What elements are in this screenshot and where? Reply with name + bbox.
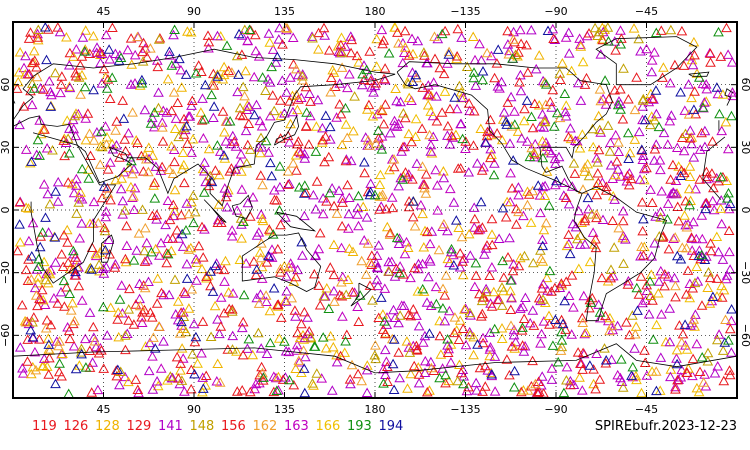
lat-label-right: 60 <box>739 78 750 92</box>
lon-label-bottom: −90 <box>544 403 567 416</box>
lon-label-top: −45 <box>635 5 658 18</box>
legend-entry: 148 <box>190 419 215 434</box>
lat-label-right: 30 <box>739 140 750 154</box>
lat-label-right: −30 <box>739 261 750 284</box>
coastline <box>396 61 613 194</box>
lon-label-top: 180 <box>365 5 386 18</box>
lon-label-bottom: 135 <box>274 403 295 416</box>
lat-label-right: −60 <box>739 324 750 347</box>
observation-markers <box>11 21 739 398</box>
observation-triangle-set <box>20 22 731 395</box>
coastline <box>276 211 317 232</box>
coastline <box>101 234 115 263</box>
coastline <box>688 71 710 77</box>
coastline <box>12 48 396 207</box>
legend-entry: 126 <box>64 419 89 434</box>
coastline <box>573 186 668 322</box>
lon-label-top: 45 <box>97 5 111 18</box>
legend-entry: 163 <box>284 419 309 434</box>
legend-entry: 193 <box>347 419 372 434</box>
coastline <box>702 136 726 179</box>
legend-entry: 162 <box>253 419 278 434</box>
coastline <box>241 232 322 292</box>
coastline <box>595 36 698 86</box>
legend-entry: 194 <box>379 419 404 434</box>
coastline <box>274 114 300 146</box>
lon-label-top: 90 <box>187 5 201 18</box>
coastline <box>30 132 117 284</box>
coastline <box>12 343 738 374</box>
legend-entry: 166 <box>316 419 341 434</box>
lon-label-bottom: 180 <box>365 403 386 416</box>
lon-label-bottom: −135 <box>450 403 480 416</box>
legend-entry: 129 <box>127 419 152 434</box>
coastline <box>203 199 227 223</box>
coastline <box>724 88 734 106</box>
lon-label-top: −90 <box>544 5 567 18</box>
coastline <box>702 178 722 200</box>
coastline <box>350 282 372 307</box>
coastlines <box>12 36 738 374</box>
product-title: SPIREbufr.2023-12-23 <box>595 419 737 434</box>
lon-label-bottom: 45 <box>97 403 111 416</box>
legend-entry: 141 <box>158 419 183 434</box>
legend-entry: 128 <box>95 419 120 434</box>
lat-label-left: 0 <box>0 207 12 214</box>
lat-label-left: 60 <box>0 78 12 92</box>
lat-label-left: 30 <box>0 140 12 154</box>
lon-label-top: 135 <box>274 5 295 18</box>
graticule <box>13 22 737 398</box>
legend: 119 126 128 129 141 148 156 162 163 166 193 194 <box>32 419 403 434</box>
lon-label-bottom: −45 <box>635 403 658 416</box>
legend-entry: 156 <box>221 419 246 434</box>
lat-label-right: 0 <box>739 207 750 214</box>
coastline <box>231 194 253 219</box>
axis-ticks: 45 45 90 90 135 135 180 180 −135 −135 −90 −90 −45 −45… <box>0 5 750 416</box>
lat-label-left: −30 <box>0 261 12 284</box>
observation-triangle-set <box>26 22 729 392</box>
observation-triangle-set <box>11 22 736 398</box>
lon-label-top: −135 <box>450 5 480 18</box>
lat-label-left: −60 <box>0 324 12 347</box>
lon-label-bottom: 90 <box>187 403 201 416</box>
observation-triangle-set <box>14 21 737 398</box>
legend-entry: 119 <box>32 419 57 434</box>
